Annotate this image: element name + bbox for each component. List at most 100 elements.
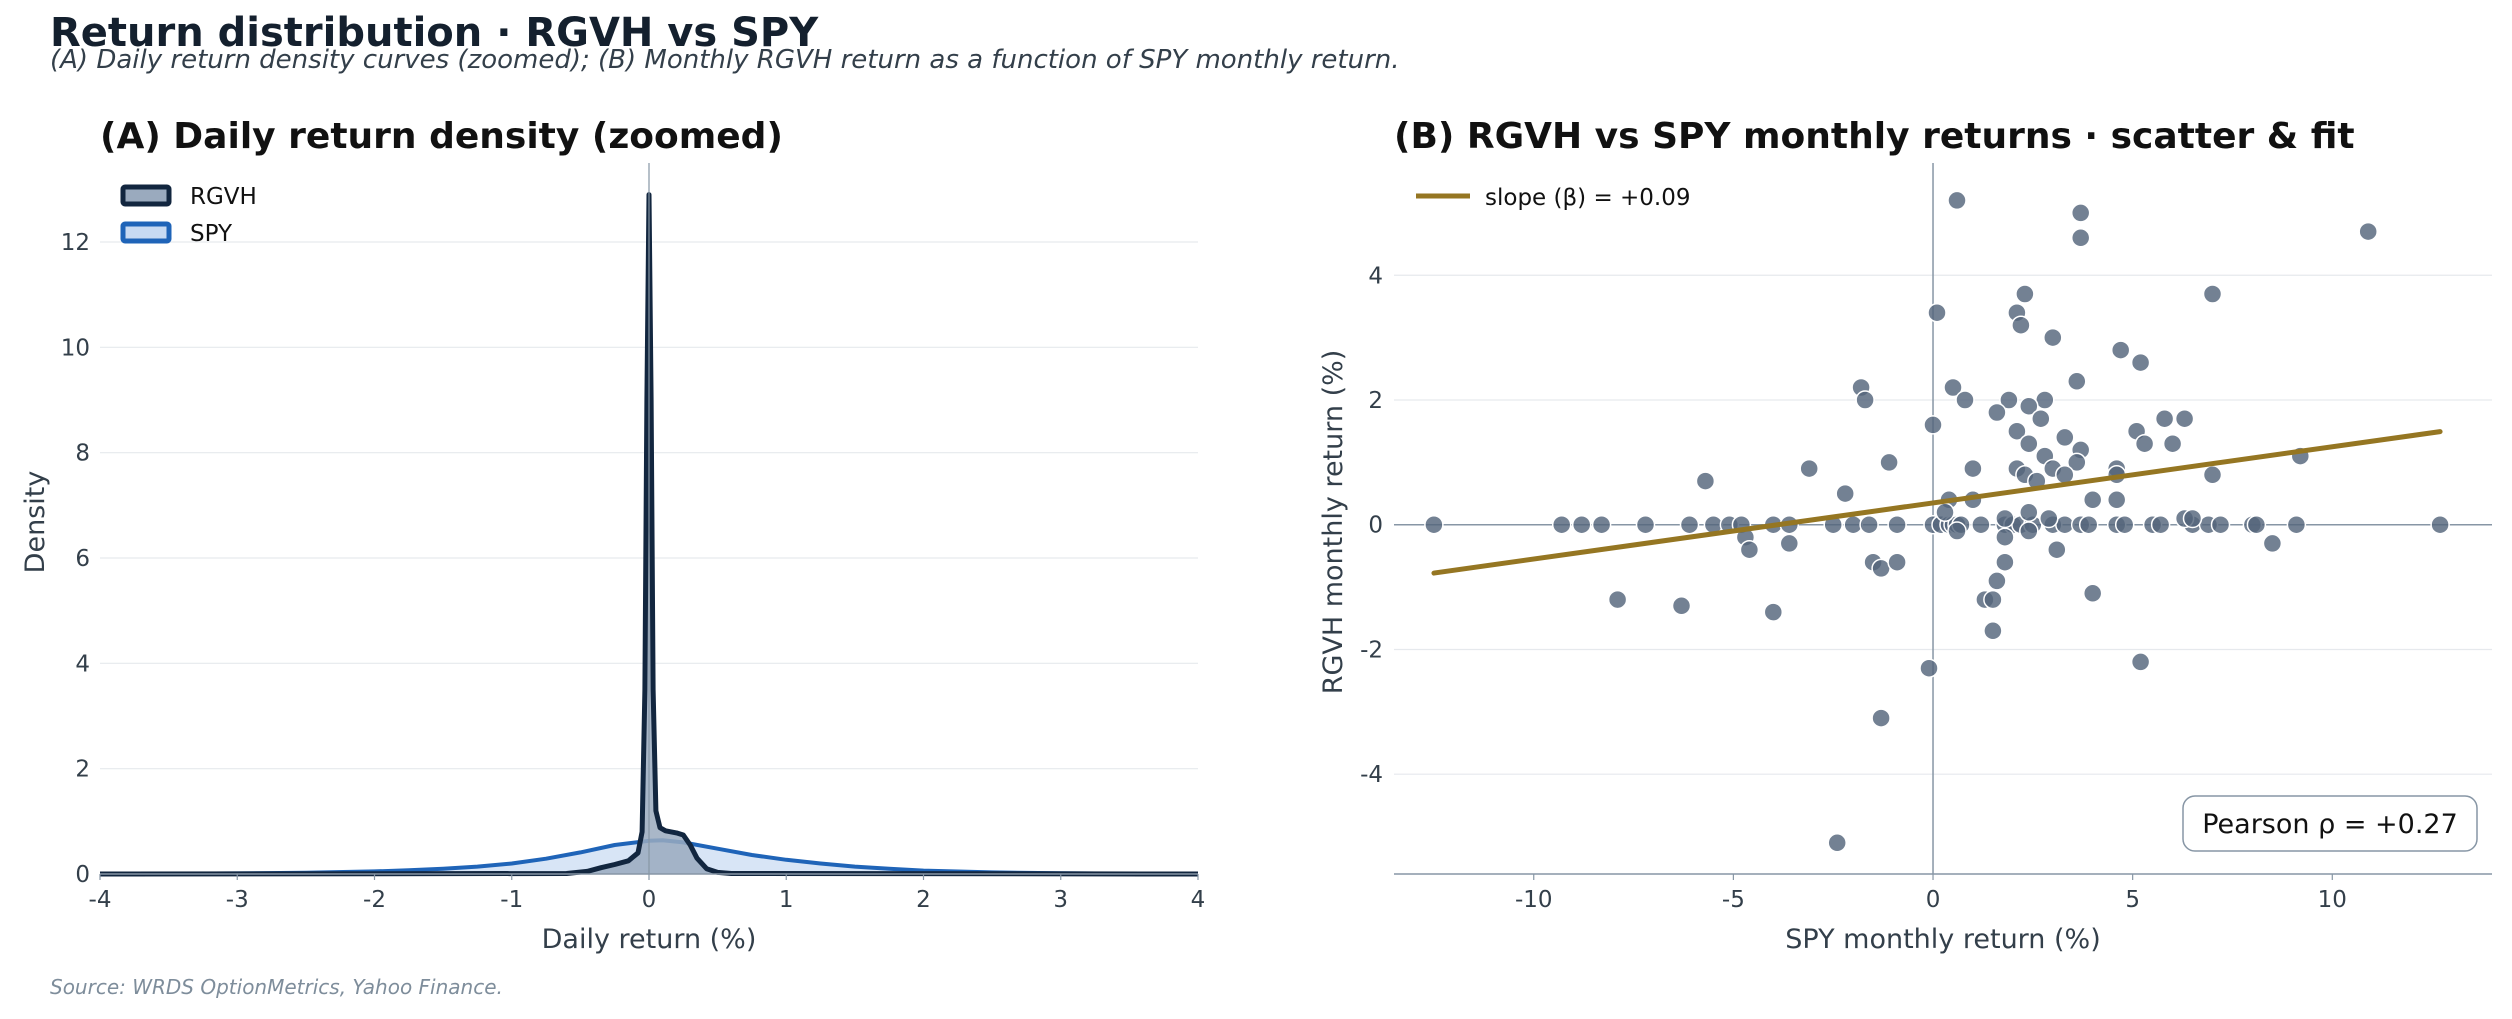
scatter-point: [1591, 514, 1612, 535]
scatter-point: [2130, 352, 2151, 373]
scatter-point: [1887, 514, 1907, 535]
scatter-point: [2202, 465, 2223, 485]
legend-swatch-spy: [120, 221, 172, 244]
pearson-annotation-box: [2182, 795, 2478, 852]
scatter-point: [1799, 458, 1819, 479]
density-y-tick-label: 4: [75, 651, 90, 677]
scatter-point: [2019, 521, 2039, 541]
fit-line: [1431, 429, 2443, 576]
density-legend: RGVH SPY: [120, 184, 257, 247]
scatter-point: [2019, 433, 2039, 454]
scatter-point: [1971, 514, 1991, 535]
scatter-point: [2070, 228, 2091, 248]
scatter-panel: (B) RGVH vs SPY monthly returns · scatte…: [1318, 116, 2492, 955]
density-x-tick-label: -2: [363, 887, 386, 913]
scatter-point: [1927, 302, 1947, 323]
scatter-point: [1995, 552, 2015, 572]
scatter-point: [1871, 708, 1891, 728]
scatter-point: [2202, 284, 2223, 304]
density-y-tick-label: 6: [75, 546, 90, 572]
scatter-point: [2210, 514, 2231, 535]
density-curve-rgvh: [99, 192, 1199, 877]
density-x-tick-label: 2: [916, 887, 931, 913]
density-x-axis-label: Daily return (%): [542, 924, 757, 955]
scatter-point: [2106, 490, 2127, 510]
pearson-annotation-text: Pearson ρ = +0.27: [2202, 809, 2458, 840]
scatter-point: [2043, 327, 2063, 348]
density-axes: [100, 163, 1198, 875]
scatter-y-tick-label: 0: [1368, 513, 1383, 539]
scatter-point: [2430, 514, 2450, 535]
scatter-point: [2246, 514, 2267, 535]
scatter-point: [1983, 589, 2003, 610]
legend-swatch-rgvh: [120, 184, 172, 207]
density-x-tick-label: 1: [779, 887, 794, 913]
scatter-point: [2031, 408, 2051, 429]
scatter-point: [2019, 396, 2039, 416]
scatter-y-tick-label: -4: [1360, 762, 1383, 788]
density-x-tick-label: -1: [500, 887, 523, 913]
scatter-point: [2110, 340, 2131, 360]
legend-label-rgvh: RGVH: [190, 184, 257, 210]
density-y-tick-label: 2: [75, 757, 90, 783]
scatter-point: [1887, 552, 1907, 572]
scatter-point: [1607, 589, 1628, 610]
scatter-point: [2019, 502, 2039, 523]
scatter-point: [1995, 508, 2015, 529]
scatter-point: [1963, 458, 1983, 479]
scatter-point: [2162, 433, 2183, 454]
scatter-point: [2154, 408, 2175, 429]
page-subtitle: (A) Daily return density curves (zoomed)…: [50, 45, 1400, 75]
scatter-y-tick-label: 4: [1368, 263, 1383, 289]
density-y-tick-label: 8: [75, 441, 90, 467]
scatter-point: [1947, 521, 1967, 541]
scatter-point: [2130, 652, 2151, 672]
scatter-point: [2067, 371, 2087, 392]
density-x-tick-label: 3: [1053, 887, 1068, 913]
scatter-point: [2039, 508, 2059, 529]
scatter-point: [2055, 427, 2075, 448]
density-y-tick-label: 12: [61, 230, 90, 256]
scatter-point: [1779, 533, 1800, 554]
scatter-point: [2078, 514, 2099, 535]
density-x-tick-label: -3: [226, 887, 249, 913]
scatter-point: [1879, 452, 1899, 473]
scatter-point: [1943, 377, 1963, 398]
density-panel: (A) Daily return density (zoomed) -4 -3 -2…: [20, 116, 1205, 955]
page-title: Return distribution · RGVH vs SPY: [50, 10, 819, 56]
scatter-point: [1835, 483, 1855, 504]
scatter-point: [1551, 514, 1572, 535]
legend-label-spy: SPY: [190, 221, 233, 247]
scatter-point: [1635, 514, 1656, 535]
density-x-tick-label: 4: [1191, 887, 1206, 913]
scatter-point: [2134, 433, 2155, 454]
scatter-points: [1424, 190, 2450, 853]
scatter-point: [1855, 390, 1875, 410]
scatter-legend: slope (β) = +0.09: [1416, 185, 1691, 211]
scatter-point: [1983, 621, 2003, 641]
scatter-panel-title: (B) RGVH vs SPY monthly returns · scatte…: [1394, 116, 2355, 157]
scatter-x-tick-label: -10: [1515, 887, 1553, 913]
scatter-point: [1859, 514, 1879, 535]
scatter-point: [2082, 583, 2103, 604]
scatter-y-tick-label: 2: [1368, 388, 1383, 414]
scatter-point: [2082, 490, 2103, 510]
scatter-point: [1923, 415, 1943, 435]
fit-line-group: [1431, 429, 2443, 576]
scatter-point: [2007, 421, 2027, 441]
scatter-point: [1671, 596, 1692, 616]
density-y-tick-label: 10: [61, 335, 90, 361]
scatter-point: [2070, 203, 2091, 223]
scatter-x-axis-label: SPY monthly return (%): [1785, 924, 2100, 955]
scatter-y-axis-label: RGVH monthly return (%): [1318, 350, 1349, 695]
source-note: Source: WRDS OptionMetrics, Yahoo Financ…: [50, 975, 503, 999]
scatter-x-tick-label: 10: [2318, 887, 2347, 913]
scatter-point: [2358, 221, 2378, 242]
legend-fit-label: slope (β) = +0.09: [1485, 185, 1691, 211]
scatter-point: [1827, 833, 1847, 853]
scatter-point: [2011, 315, 2031, 335]
scatter-point: [1995, 527, 2015, 547]
scatter-point: [1739, 539, 1760, 560]
scatter-point: [1999, 390, 2019, 410]
